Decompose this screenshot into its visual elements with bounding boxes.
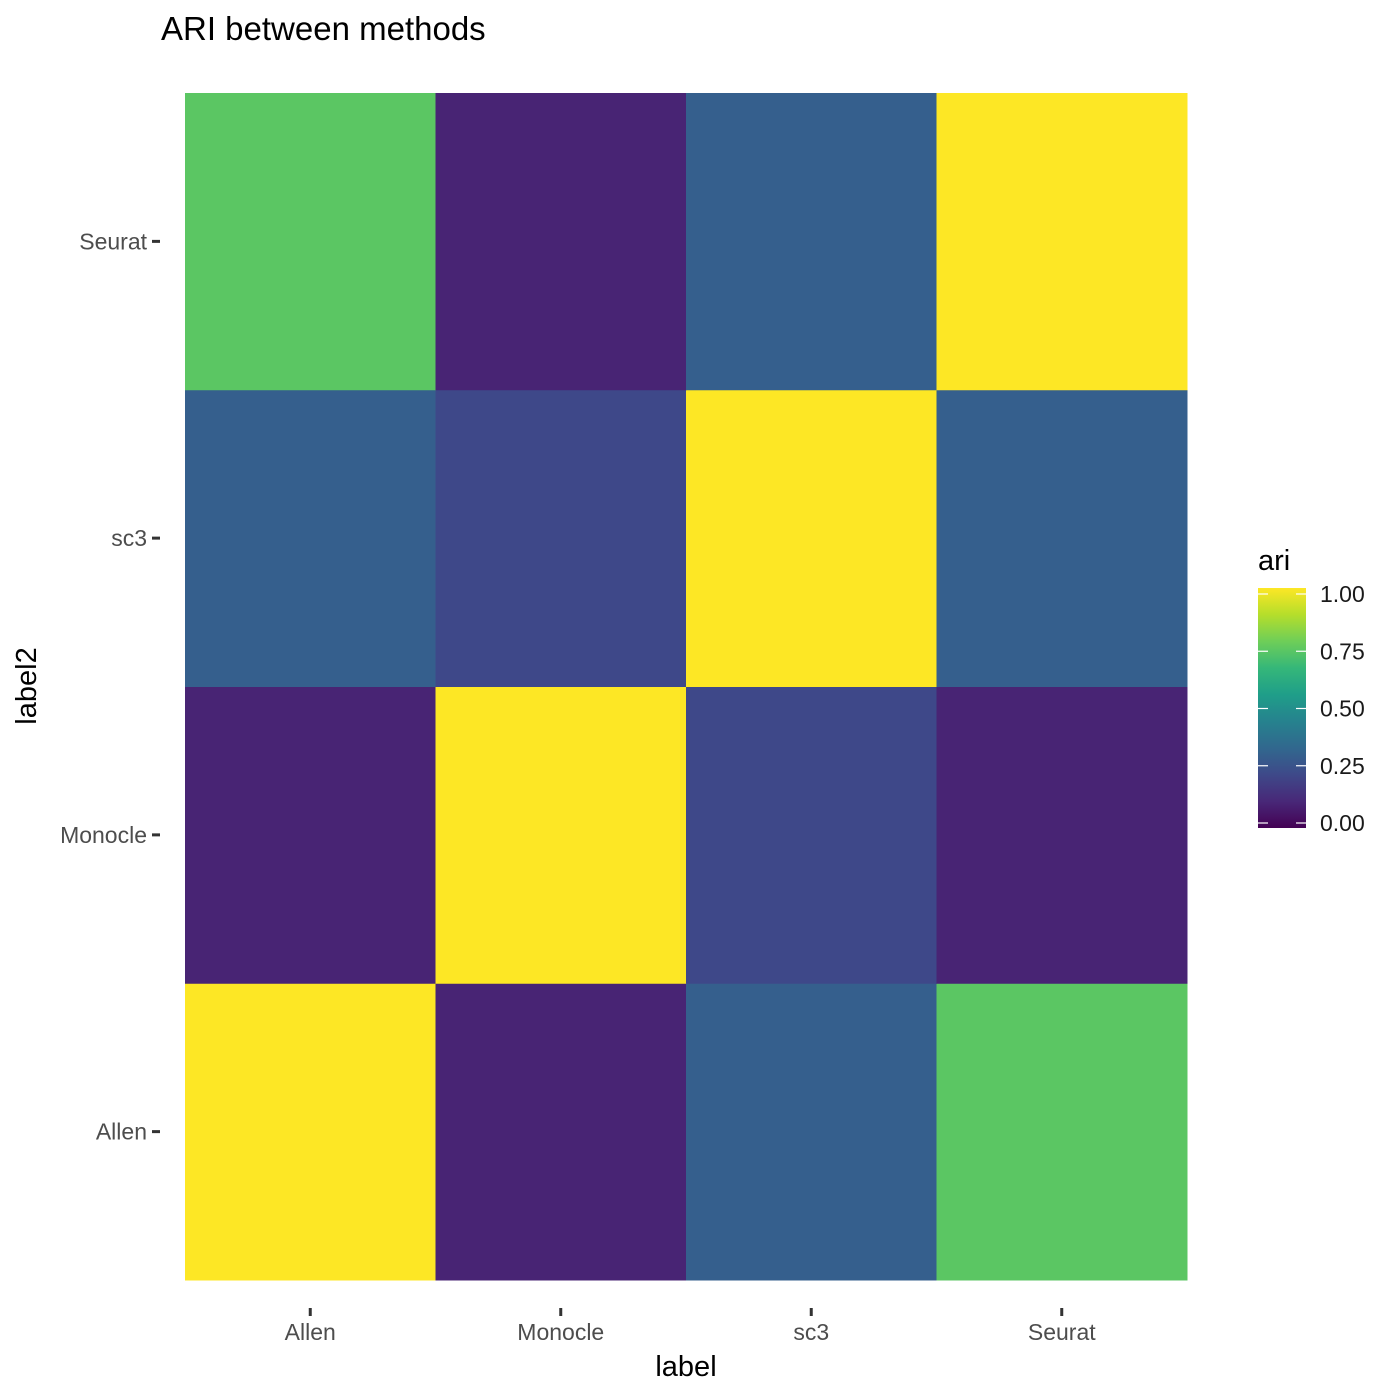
x-tick-label: Allen [285,1319,336,1345]
y-tick-label: Allen [96,1119,147,1145]
legend-title: ari [1258,545,1290,577]
heatmap-cell-Monocle-Allen [435,983,687,1281]
heatmap-cell-sc3-Monocle [686,686,937,984]
heatmap-cell-sc3-Allen [686,983,937,1281]
heatmap-cell-Seurat-Seurat [936,93,1188,391]
legend-tick-label: 0.25 [1320,753,1365,779]
heatmap-cells [185,93,1188,1281]
heatmap-cell-Allen-sc3 [185,389,436,687]
heatmap-cell-Monocle-Seurat [435,93,687,391]
y-axis-title: label2 [11,647,43,724]
heatmap-cell-Seurat-Allen [936,983,1188,1281]
heatmap-cell-Allen-Monocle [185,686,436,984]
heatmap-cell-Monocle-Monocle [435,686,687,984]
legend-tick-label: 0.50 [1320,696,1365,722]
y-tick-label: sc3 [111,525,147,551]
heatmap-cell-Allen-Allen [185,983,436,1281]
x-axis-title: label [655,1351,716,1383]
y-tick-label: Monocle [60,822,147,848]
legend-tick-label: 0.75 [1320,638,1365,664]
x-tick-label: sc3 [793,1319,829,1345]
color-legend: ari 0.00 0.25 0.50 0.75 1.00 [1258,545,1365,836]
heatmap-cell-Allen-Seurat [185,93,436,391]
y-tick-label: Seurat [79,228,147,254]
heatmap-cell-Seurat-sc3 [936,389,1188,687]
heatmap-cell-sc3-sc3 [686,389,937,687]
legend-ticks: 0.00 0.25 0.50 0.75 1.00 [1258,581,1365,836]
heatmap-cell-Seurat-Monocle [936,686,1188,984]
y-axis-ticks: Allen Monocle sc3 Seurat [60,228,160,1145]
x-tick-label: Seurat [1028,1319,1096,1345]
x-axis-ticks: Allen Monocle sc3 Seurat [285,1308,1096,1345]
legend-tick-label: 1.00 [1320,581,1365,607]
x-tick-label: Monocle [517,1319,604,1345]
heatmap-cell-Monocle-sc3 [435,389,687,687]
chart-title: ARI between methods [161,10,486,47]
legend-tick-label: 0.00 [1320,810,1365,836]
heatmap-cell-sc3-Seurat [686,93,937,391]
